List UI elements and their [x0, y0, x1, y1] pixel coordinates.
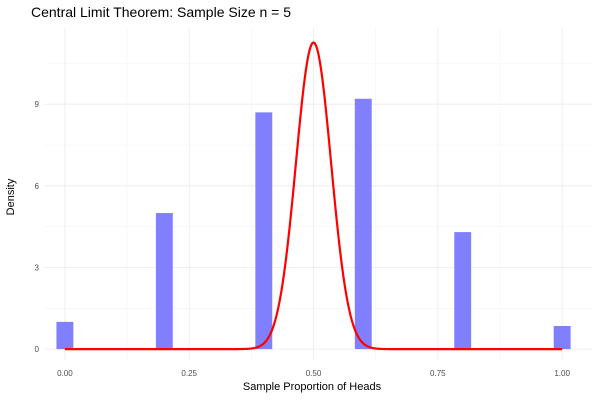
- y-tick-label: 9: [35, 100, 40, 109]
- histogram-bar: [56, 321, 74, 350]
- x-tick-label: 0.00: [57, 369, 73, 378]
- x-axis-label: Sample Proportion of Heads: [243, 381, 382, 393]
- y-tick-label: 6: [35, 182, 40, 191]
- histogram-bar: [354, 98, 372, 350]
- histogram-bar: [155, 213, 173, 350]
- y-tick-label: 0: [35, 345, 40, 354]
- y-axis-label: Density: [5, 178, 17, 215]
- chart-title: Central Limit Theorem: Sample Size n = 5: [31, 4, 291, 20]
- y-tick-label: 3: [35, 263, 40, 272]
- histogram-bar: [553, 325, 571, 350]
- x-tick-label: 0.50: [306, 369, 322, 378]
- x-tick-label: 0.25: [181, 369, 197, 378]
- histogram-bars: [56, 98, 571, 350]
- x-tick-labels: 0.00 0.25 0.50 0.75 1.00: [57, 369, 570, 378]
- y-tick-labels: 0 3 6 9: [35, 100, 40, 354]
- histogram-bar: [255, 112, 273, 350]
- x-tick-label: 0.75: [430, 369, 446, 378]
- normal-curve: [64, 41, 563, 351]
- grid: [45, 28, 592, 360]
- histogram-bar: [454, 232, 472, 350]
- x-tick-label: 1.00: [554, 369, 570, 378]
